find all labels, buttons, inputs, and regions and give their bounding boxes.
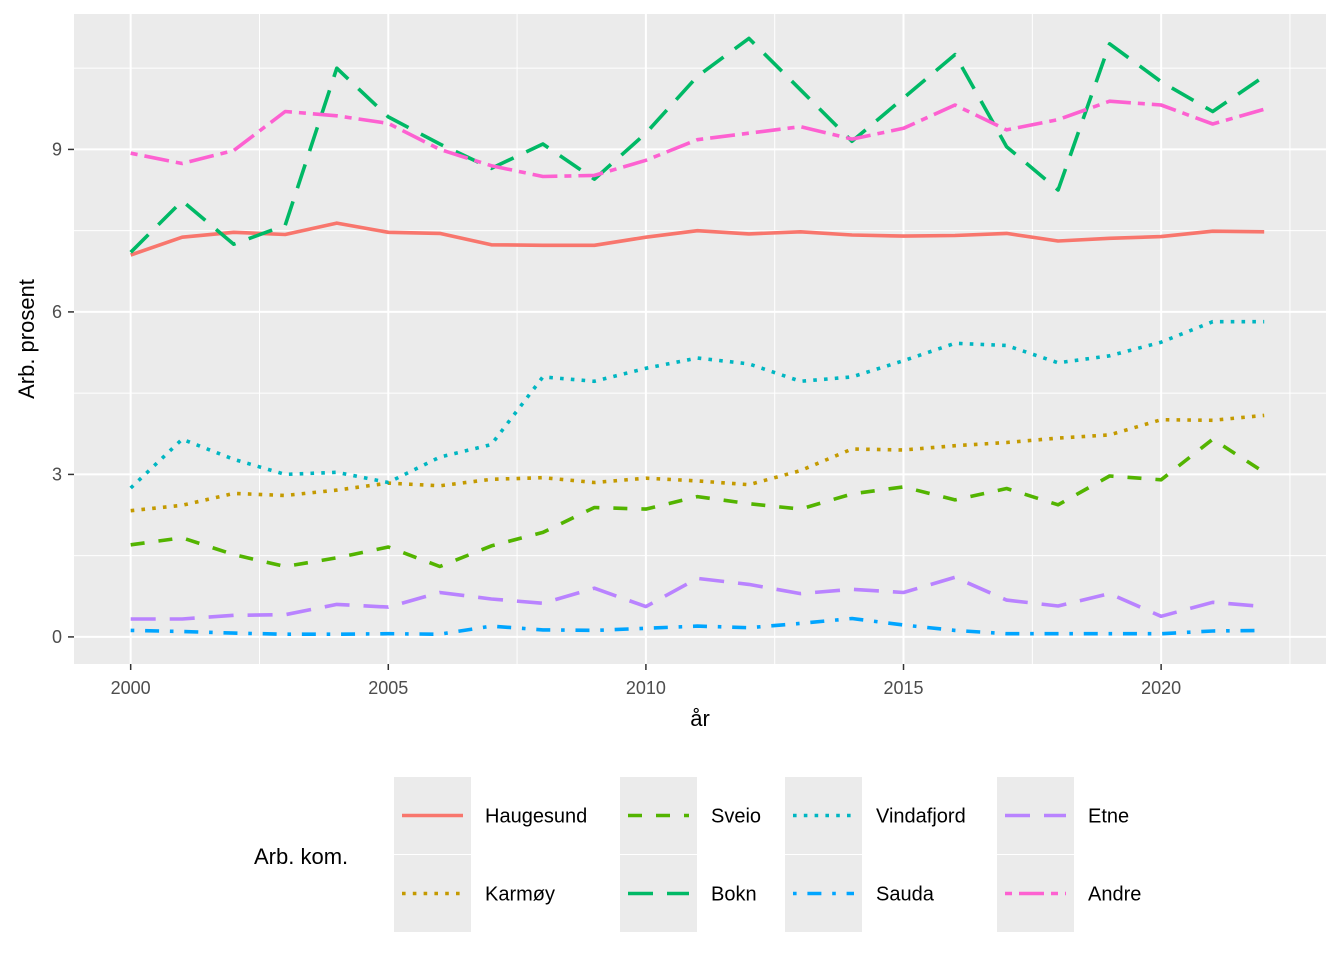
x-axis-title: år bbox=[690, 706, 710, 731]
y-axis-title: Arb. prosent bbox=[14, 279, 39, 399]
legend-label-andre: Andre bbox=[1088, 884, 1141, 906]
plot-panel bbox=[74, 14, 1326, 664]
y-tick-label: 6 bbox=[52, 302, 62, 322]
y-tick-label: 9 bbox=[52, 139, 62, 159]
legend-label-karm-y: Karmøy bbox=[485, 884, 555, 906]
series-line-bokn bbox=[129, 36, 1266, 254]
series-line-sveio bbox=[130, 437, 1266, 569]
minor-gridlines bbox=[74, 14, 1326, 664]
x-tick-label: 2020 bbox=[1141, 678, 1181, 698]
legend-label-sauda: Sauda bbox=[876, 884, 935, 906]
legend-label-haugesund: Haugesund bbox=[485, 806, 587, 828]
legend-label-etne: Etne bbox=[1088, 806, 1129, 828]
y-axis: 0 3 6 9 bbox=[52, 139, 74, 647]
x-tick-label: 2010 bbox=[626, 678, 666, 698]
x-tick-label: 2005 bbox=[368, 678, 408, 698]
legend-label-bokn: Bokn bbox=[711, 884, 757, 906]
x-axis: 2000 2005 2010 2015 2020 bbox=[111, 664, 1181, 698]
series-line-sauda bbox=[130, 616, 1265, 637]
legend-title: Arb. kom. bbox=[254, 844, 348, 869]
x-tick-label: 2000 bbox=[111, 678, 151, 698]
series-lines bbox=[129, 36, 1266, 637]
y-tick-label: 0 bbox=[52, 627, 62, 647]
legend: Arb. kom. Haugesund Karmøy Sveio Bokn Vindaf… bbox=[254, 777, 1141, 932]
major-gridlines bbox=[74, 14, 1326, 664]
legend-label-vindafjord: Vindafjord bbox=[876, 806, 966, 828]
series-line-andre bbox=[130, 99, 1265, 179]
legend-label-sveio: Sveio bbox=[711, 806, 761, 828]
series-line-haugesund bbox=[130, 221, 1265, 257]
x-tick-label: 2015 bbox=[883, 678, 923, 698]
y-tick-label: 3 bbox=[52, 464, 62, 484]
series-line-vindafjord bbox=[129, 319, 1265, 490]
